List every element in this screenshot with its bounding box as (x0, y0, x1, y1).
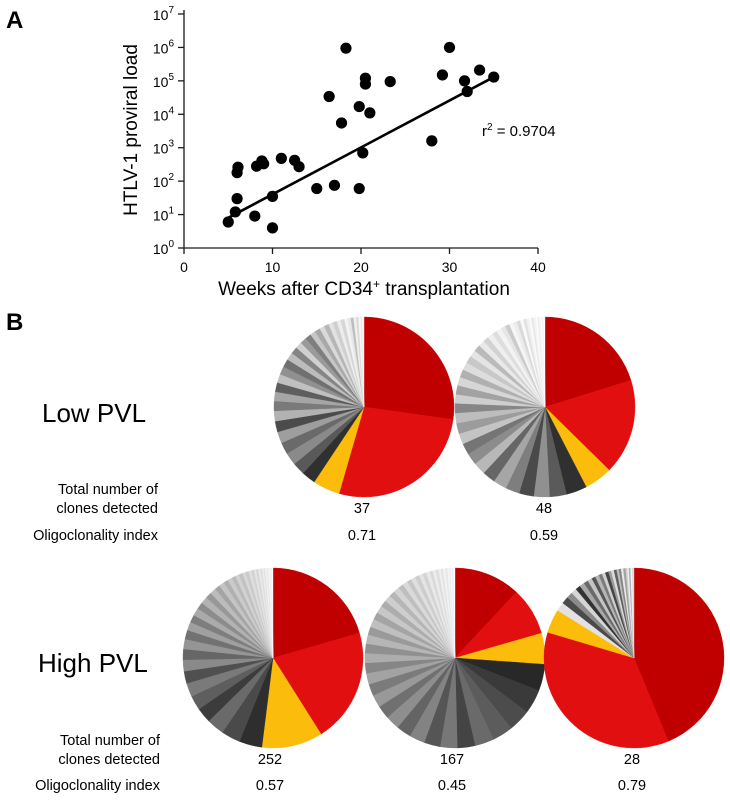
y-tick-group: 100 101 102 103 104 105 106 107 (153, 5, 184, 257)
high-pvl-label: High PVL (38, 648, 148, 678)
pie-slice (272, 567, 274, 659)
data-point (232, 161, 244, 173)
data-point (357, 147, 369, 159)
pie-slice (544, 316, 546, 408)
oligo-index-value: 0.59 (530, 528, 558, 544)
total-clones-value: 28 (624, 752, 640, 768)
x-axis-label: Weeks after CD34+ transplantation (218, 277, 510, 300)
y-tick-label: 104 (153, 105, 175, 123)
oligo-index-value: 0.79 (618, 778, 646, 794)
total-clones-label-line2-high: clones detected (58, 752, 160, 768)
x-tick-group: 0 10 20 30 40 (180, 248, 546, 275)
data-point (222, 216, 234, 228)
data-point (266, 222, 279, 234)
regression-line (227, 75, 495, 219)
pie-slice (633, 567, 725, 742)
total-clones-value: 252 (258, 752, 282, 768)
data-point (275, 152, 287, 164)
y-tick-label: 101 (153, 206, 175, 224)
data-point (323, 90, 335, 103)
data-point (426, 135, 438, 147)
r-squared-annotation: r2 = 0.9704 (482, 122, 556, 140)
data-point (359, 72, 372, 84)
oligo-index-value: 0.45 (438, 778, 466, 794)
total-clones-label-line2-low: clones detected (56, 501, 158, 517)
data-point (293, 161, 305, 173)
y-tick-label: 100 (153, 239, 175, 257)
y-tick-label: 107 (153, 5, 175, 23)
pie-slice (453, 567, 456, 659)
pie-high-252 (182, 567, 364, 749)
y-tick-label: 103 (153, 139, 175, 157)
data-point (443, 41, 456, 54)
scatter-plot: 100 101 102 103 104 105 106 107 0 10 20 30 40 HTLV-… (121, 5, 556, 300)
scatter-points (222, 41, 500, 234)
data-point (364, 107, 376, 119)
pie-slice (632, 567, 635, 659)
panel-a-letter: A (6, 7, 23, 34)
total-clones-value: 48 (536, 501, 552, 517)
x-tick-label: 0 (180, 259, 188, 275)
data-point (340, 42, 352, 54)
data-point (328, 179, 341, 191)
y-tick-label: 106 (153, 38, 175, 56)
pie-slice (362, 316, 365, 408)
pie-slice (363, 316, 455, 420)
data-point (353, 182, 365, 195)
y-axis-label: HTLV-1 proviral load (121, 44, 142, 216)
x-tick-label: 40 (530, 259, 546, 275)
oligo-index-value: 0.57 (256, 778, 284, 794)
pie-slice (338, 406, 454, 498)
y-tick-label: 102 (153, 172, 175, 190)
oligo-index-label-low: Oligoclonality index (33, 528, 159, 544)
data-point (335, 117, 348, 129)
total-clones-label-line1-low: Total number of (58, 482, 159, 498)
pie-slice (272, 567, 360, 659)
pie-slice (543, 632, 669, 749)
pie-slice (544, 316, 632, 408)
data-point (231, 193, 243, 205)
pie-low-48 (454, 316, 636, 498)
total-clones-value: 167 (440, 752, 464, 768)
data-point (353, 100, 365, 113)
data-point (436, 69, 449, 81)
panel-b-letter: B (6, 309, 23, 336)
pie-high-167 (364, 567, 546, 749)
data-point (473, 64, 486, 76)
total-clones-value: 37 (354, 501, 370, 517)
low-pvl-label: Low PVL (42, 398, 146, 428)
oligo-index-value: 0.71 (348, 528, 376, 544)
oligo-index-label-high: Oligoclonality index (35, 778, 161, 794)
pie-slice (454, 567, 517, 659)
data-point (384, 76, 396, 88)
data-point (311, 182, 323, 195)
x-tick-label: 20 (353, 259, 369, 275)
x-tick-label: 30 (442, 259, 458, 275)
pie-slice (544, 380, 636, 471)
data-point (458, 75, 471, 87)
total-clones-label-line1-high: Total number of (60, 733, 161, 749)
pie-high-28 (543, 567, 725, 749)
x-tick-label: 10 (265, 259, 281, 275)
pie-slice (272, 632, 364, 735)
pie-low-37 (273, 316, 455, 498)
data-point (258, 158, 270, 170)
y-tick-label: 105 (153, 72, 175, 90)
data-point (249, 210, 261, 222)
